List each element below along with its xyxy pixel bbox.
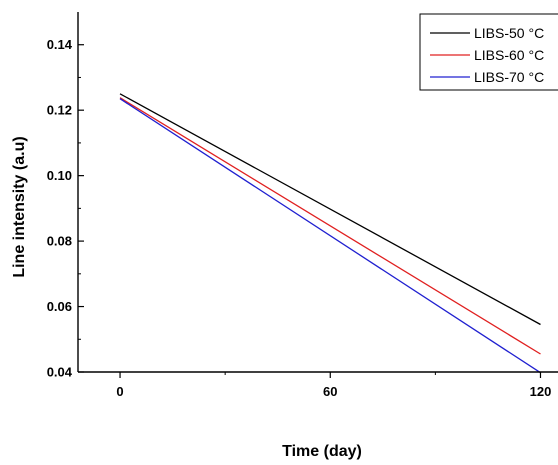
y-tick-label: 0.14	[47, 37, 73, 52]
series-layer	[119, 93, 541, 374]
ticks-layer: 0.04 0.06 0.08 0.10 0.12 0.14 0 60 120	[47, 37, 552, 399]
legend: LIBS-50 °C LIBS-60 °C LIBS-70 °C	[419, 13, 558, 91]
y-tick-label: 0.08	[47, 234, 72, 249]
legend-items: LIBS-50 °C LIBS-60 °C LIBS-70 °C	[430, 25, 544, 85]
legend-label-2: LIBS-60 °C	[474, 47, 544, 63]
x-axis-title: Time (day)	[282, 443, 362, 460]
legend-label-1: LIBS-50 °C	[474, 25, 544, 41]
series-line-3	[119, 98, 541, 374]
axes-layer	[77, 12, 558, 373]
y-tick-label: 0.06	[47, 299, 72, 314]
series-line-1	[119, 93, 541, 326]
x-tick-label: 60	[323, 384, 337, 399]
y-tick-label: 0.12	[47, 103, 72, 118]
legend-label-3: LIBS-70 °C	[474, 69, 544, 85]
y-tick-label: 0.04	[47, 365, 73, 380]
x-tick-label: 120	[530, 384, 552, 399]
series-line-2	[119, 97, 541, 355]
x-tick-label: 0	[116, 384, 123, 399]
y-tick-label: 0.10	[47, 168, 72, 183]
y-axis-title: Line intensity (a.u)	[11, 136, 28, 277]
